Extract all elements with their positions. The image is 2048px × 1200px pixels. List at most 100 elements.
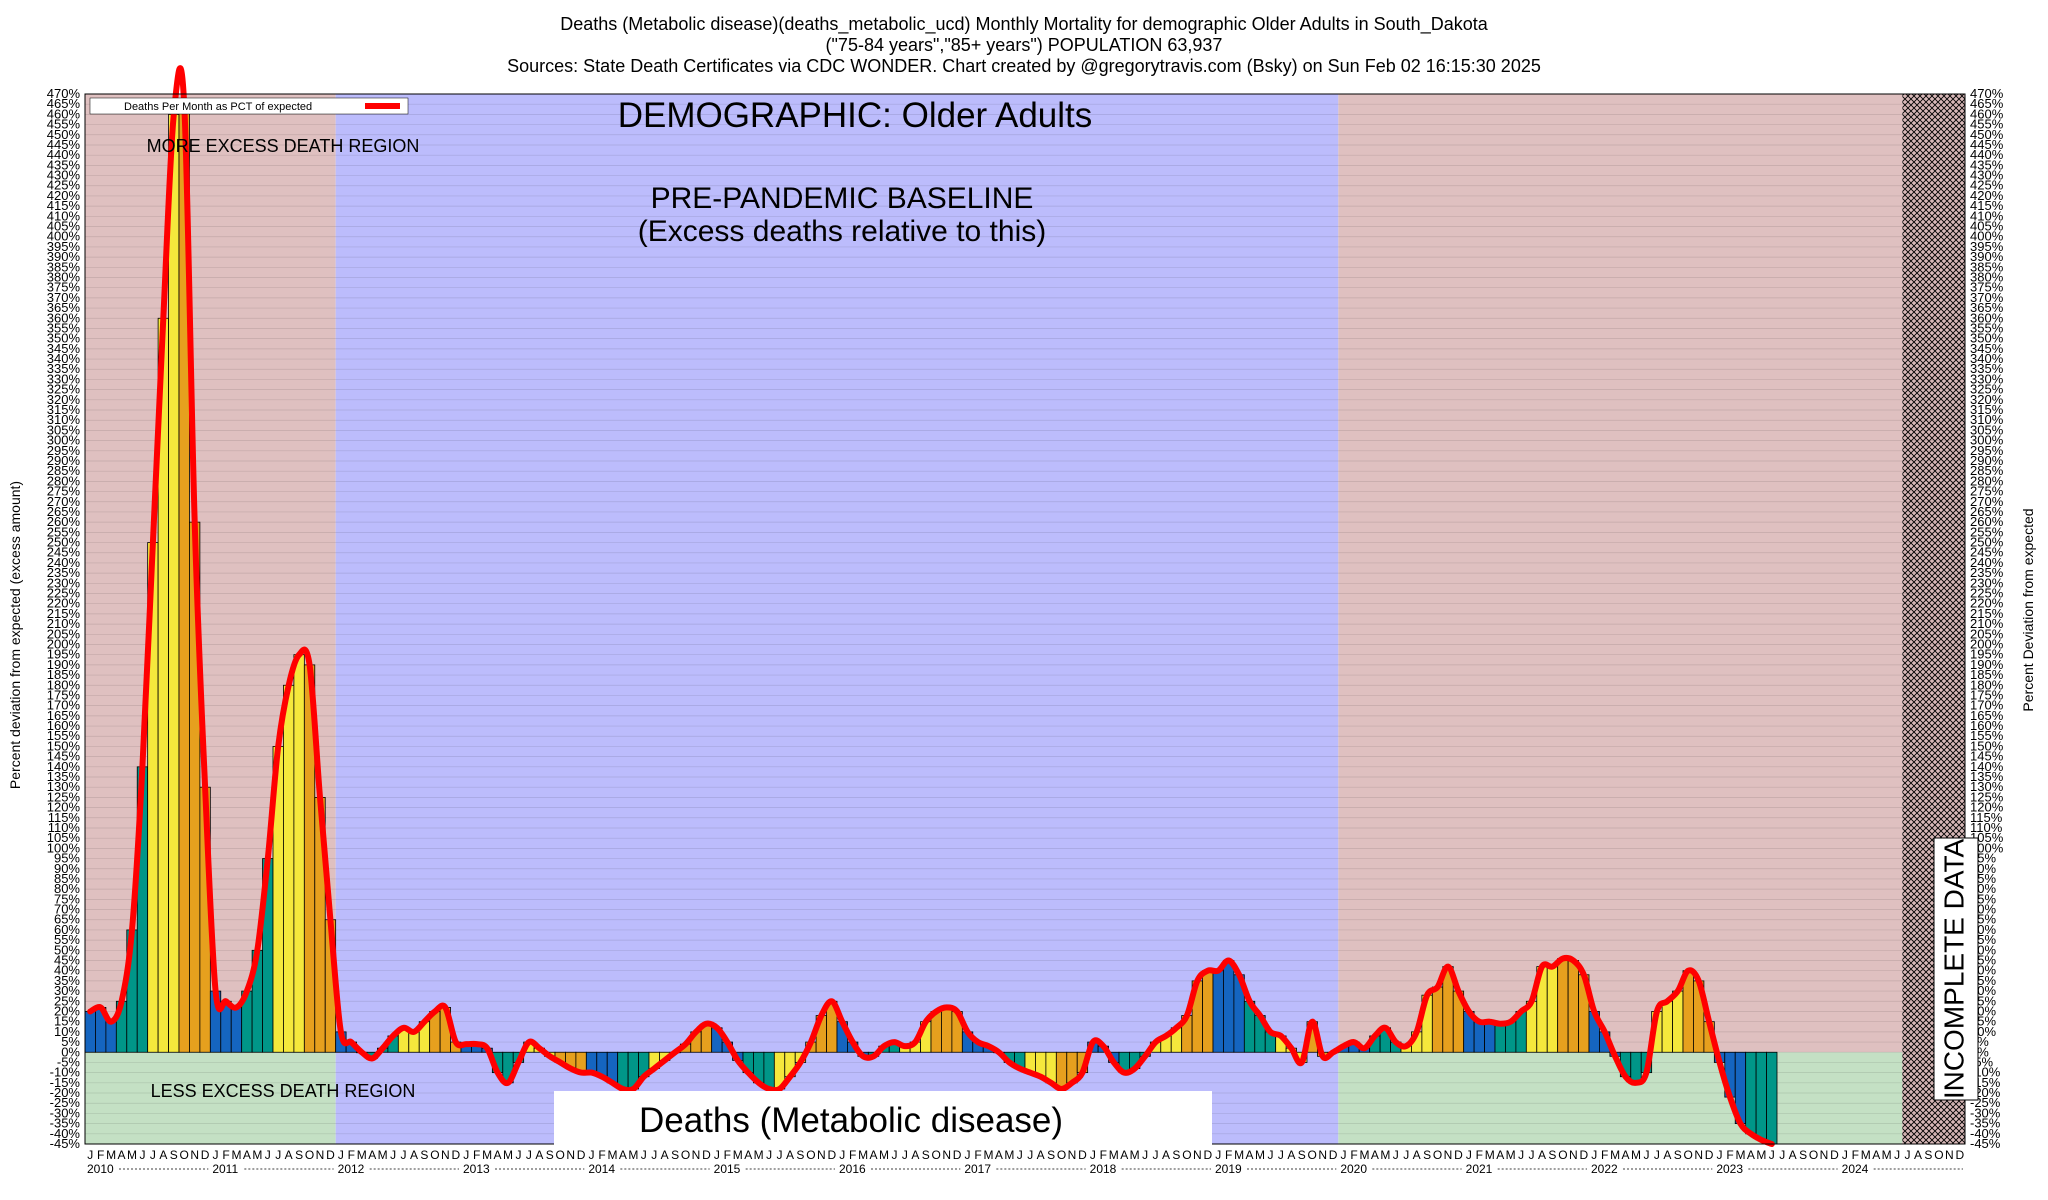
y-tick-label-left: 450% bbox=[47, 127, 81, 142]
x-tick-month: J bbox=[1403, 1148, 1409, 1162]
x-tick-month: M bbox=[127, 1148, 137, 1162]
x-tick-month: S bbox=[1924, 1148, 1932, 1162]
x-tick-year: 2023 bbox=[1716, 1162, 1743, 1176]
y-tick-label-left: 265% bbox=[47, 504, 81, 519]
x-tick-month: J bbox=[515, 1148, 521, 1162]
y-tick-label-left: 10% bbox=[54, 1024, 80, 1039]
x-tick-month: D bbox=[827, 1148, 836, 1162]
bar bbox=[763, 1051, 775, 1090]
x-tick-month: J bbox=[1466, 1148, 1472, 1162]
y-tick-label-left: 55% bbox=[54, 932, 80, 947]
y-tick-label-right: 210% bbox=[1970, 616, 2004, 631]
y-tick-label-left: 20% bbox=[54, 1003, 80, 1018]
y-axis-left-label: Percent deviation from expected (excess … bbox=[7, 481, 23, 789]
x-tick-month: D bbox=[326, 1148, 335, 1162]
y-tick-label-left: 30% bbox=[54, 983, 80, 998]
y-tick-label-right: 275% bbox=[1970, 484, 2004, 499]
x-tick-month: S bbox=[1172, 1148, 1180, 1162]
y-tick-label-right: 315% bbox=[1970, 402, 2004, 417]
y-axis-right-label: Percent Deviation from expected bbox=[2020, 508, 2036, 711]
y-tick-label-left: 410% bbox=[47, 208, 81, 223]
y-tick-label-right: 140% bbox=[1970, 759, 2004, 774]
y-tick-label-left: 355% bbox=[47, 320, 81, 335]
x-tick-month: J bbox=[777, 1148, 783, 1162]
y-tick-label-left: 270% bbox=[47, 494, 81, 509]
x-tick-month: M bbox=[983, 1148, 993, 1162]
bar bbox=[1567, 960, 1579, 1053]
x-tick-month: J bbox=[1267, 1148, 1273, 1162]
y-tick-label-right: 110% bbox=[1970, 820, 2003, 835]
x-tick-month: A bbox=[786, 1148, 794, 1162]
y-tick-label-right: 220% bbox=[1970, 596, 2004, 611]
y-tick-label-right: 155% bbox=[1970, 728, 2004, 743]
bar bbox=[1055, 1051, 1068, 1090]
y-tick-label-left: 345% bbox=[47, 341, 81, 356]
y-tick-label-right: 410% bbox=[1970, 208, 2004, 223]
x-tick-month: N bbox=[566, 1148, 575, 1162]
y-tick-label-left: 375% bbox=[47, 280, 81, 295]
y-tick-label-left: 120% bbox=[47, 800, 81, 815]
y-tick-label-left: 385% bbox=[47, 259, 81, 274]
x-tick-month: A bbox=[1914, 1148, 1922, 1162]
x-tick-month: N bbox=[190, 1148, 199, 1162]
x-tick-month: A bbox=[911, 1148, 919, 1162]
y-tick-label-left: 310% bbox=[47, 412, 81, 427]
y-tick-label-right: 175% bbox=[1970, 687, 2004, 702]
y-tick-label-left: 25% bbox=[54, 993, 80, 1008]
y-tick-label-right: 190% bbox=[1970, 657, 2004, 672]
y-tick-label-left: 340% bbox=[47, 351, 81, 366]
x-tick-month: F bbox=[222, 1148, 229, 1162]
y-tick-label-right: 445% bbox=[1970, 137, 2004, 152]
y-tick-label-left: 220% bbox=[47, 596, 81, 611]
bar bbox=[1661, 1000, 1673, 1053]
x-tick-month: J bbox=[1894, 1148, 1900, 1162]
y-tick-label-left: 370% bbox=[47, 290, 81, 305]
y-tick-label-right: 465% bbox=[1970, 96, 2004, 111]
y-tick-label-right: 290% bbox=[1970, 453, 2004, 468]
x-tick-month: J bbox=[338, 1148, 344, 1162]
y-tick-label-left: 170% bbox=[47, 698, 81, 713]
y-tick-label-right: 325% bbox=[1970, 382, 2004, 397]
y-tick-label-right: 450% bbox=[1970, 127, 2004, 142]
x-tick-month: A bbox=[1120, 1148, 1128, 1162]
x-tick-month: A bbox=[285, 1148, 293, 1162]
y-tick-label-right: 455% bbox=[1970, 117, 2004, 132]
x-tick-month: F bbox=[598, 1148, 605, 1162]
x-tick-month: J bbox=[401, 1148, 407, 1162]
x-tick-month: F bbox=[1726, 1148, 1733, 1162]
x-tick-month: N bbox=[1945, 1148, 1954, 1162]
x-tick-month: S bbox=[1047, 1148, 1055, 1162]
x-tick-month: O bbox=[681, 1148, 690, 1162]
x-tick-year: 2016 bbox=[839, 1162, 866, 1176]
y-tick-label-left: 305% bbox=[47, 422, 81, 437]
y-tick-label-right: 255% bbox=[1970, 524, 2004, 539]
bottom-title-box bbox=[554, 1091, 1212, 1147]
x-tick-month: N bbox=[316, 1148, 325, 1162]
deviation-line bbox=[87, 65, 1775, 1147]
grid-lines bbox=[85, 93, 1965, 1145]
x-tick-month: M bbox=[1255, 1148, 1265, 1162]
x-tick-month: J bbox=[589, 1148, 595, 1162]
y-tick-label-right: 380% bbox=[1970, 269, 2004, 284]
y-tick-label-right: 135% bbox=[1970, 769, 2004, 784]
y-tick-label-right: 400% bbox=[1970, 229, 2004, 244]
x-tick-month: J bbox=[1142, 1148, 1148, 1162]
x-tick-month: J bbox=[1090, 1148, 1096, 1162]
y-tick-label-left: 360% bbox=[47, 310, 81, 325]
x-tick-month: M bbox=[1631, 1148, 1641, 1162]
y-tick-label-left: 115% bbox=[48, 810, 81, 825]
y-tick-label-left: -40% bbox=[50, 1126, 81, 1141]
x-tick-month: O bbox=[1433, 1148, 1442, 1162]
x-tick-month: J bbox=[139, 1148, 145, 1162]
bar bbox=[1505, 1021, 1517, 1053]
y-tick-label-right: 390% bbox=[1970, 249, 2004, 264]
x-tick-month: J bbox=[526, 1148, 532, 1162]
y-tick-label-right: 195% bbox=[1970, 647, 2004, 662]
x-tick-month: J bbox=[87, 1148, 93, 1162]
y-tick-label-right: 250% bbox=[1970, 535, 2004, 550]
y-tick-label-left: 145% bbox=[47, 749, 81, 764]
x-tick-month: F bbox=[724, 1148, 731, 1162]
x-tick-month: J bbox=[965, 1148, 971, 1162]
y-tick-label-right: 340% bbox=[1970, 351, 2004, 366]
x-tick-month: F bbox=[974, 1148, 981, 1162]
